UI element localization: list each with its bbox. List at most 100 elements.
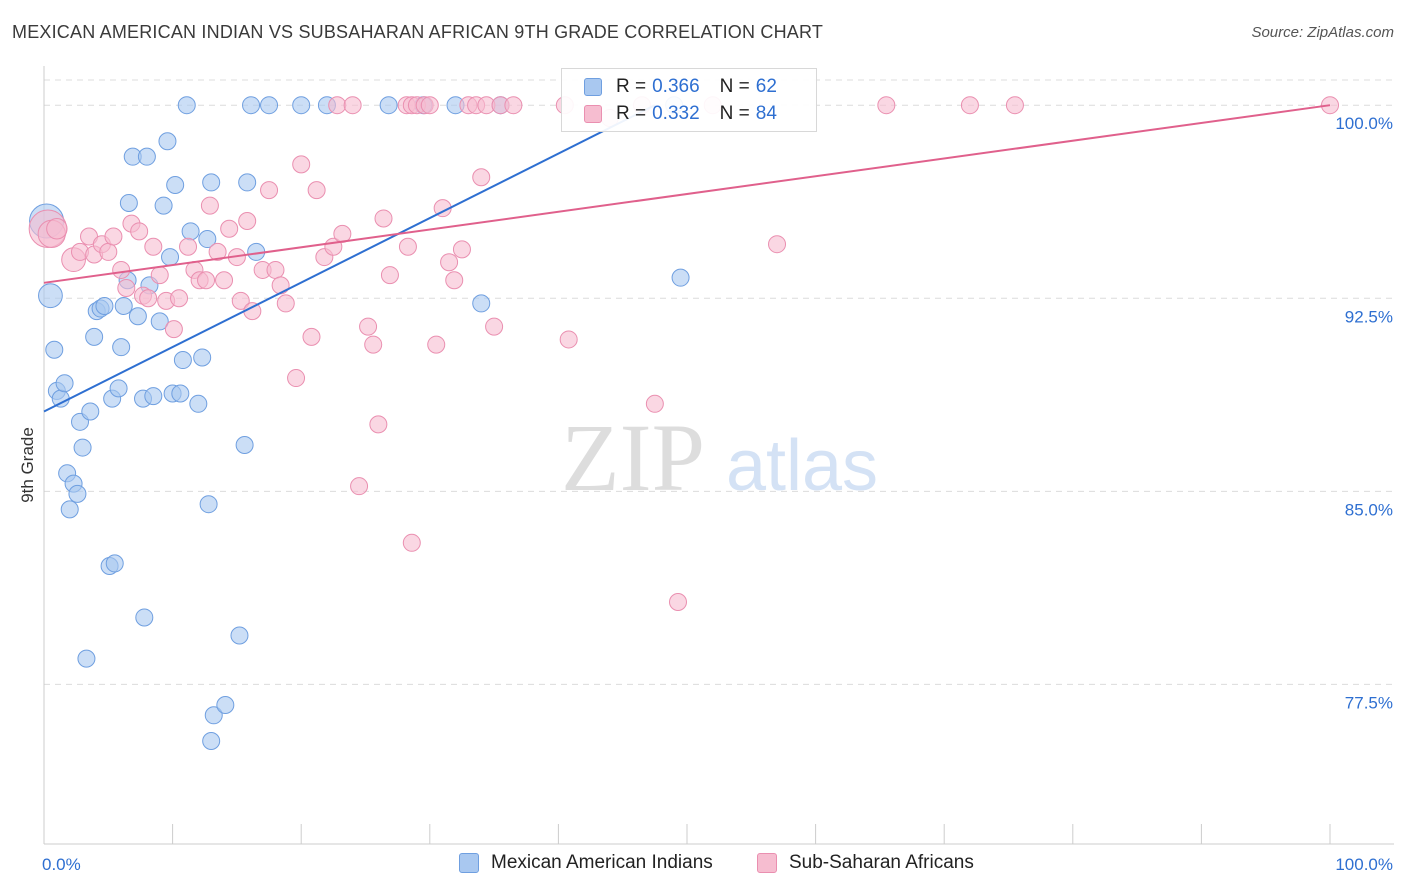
data-point: [559, 330, 578, 349]
data-point: [99, 242, 118, 261]
data-point: [220, 219, 239, 238]
data-point: [68, 484, 87, 503]
data-point: [137, 147, 156, 166]
data-point: [380, 266, 399, 285]
data-point: [472, 294, 491, 313]
data-point: [128, 307, 147, 326]
watermark-zip: ZIP: [561, 404, 705, 511]
legend-swatch-pink: [584, 105, 602, 123]
data-point: [164, 320, 183, 339]
data-point: [398, 237, 417, 256]
data-point: [440, 253, 459, 272]
data-point: [216, 695, 235, 714]
data-point: [105, 554, 124, 573]
data-point: [144, 237, 163, 256]
legend-n-value: 84: [755, 103, 777, 124]
data-point: [199, 495, 218, 514]
data-point: [202, 173, 221, 192]
series-legend: Mexican American Indians Sub-Saharan Afr…: [0, 852, 1406, 878]
data-point: [768, 235, 787, 254]
data-point: [38, 283, 63, 309]
watermark: ZIP atlas: [561, 404, 878, 511]
data-point: [374, 209, 393, 228]
data-point: [671, 268, 690, 287]
data-point: [193, 348, 212, 367]
legend-swatch-blue: [459, 853, 479, 873]
data-point: [144, 387, 163, 406]
data-point: [161, 248, 180, 267]
tick-labels: 77.5% 85.0% 92.5% 100.0% 0.0% 100.0%: [42, 114, 1393, 874]
data-point: [173, 351, 192, 370]
data-point: [150, 266, 169, 285]
data-point: [427, 335, 446, 354]
data-point: [81, 402, 100, 421]
data-point: [343, 96, 362, 115]
data-point: [154, 196, 173, 215]
data-point: [231, 291, 250, 310]
data-point: [292, 155, 311, 174]
data-point: [46, 218, 68, 240]
data-point: [369, 415, 388, 434]
data-point: [171, 384, 190, 403]
trend-line-sub-saharan-africans: [43, 104, 1331, 284]
legend-n-label: N =: [719, 76, 750, 97]
data-point: [402, 533, 421, 552]
data-point: [112, 260, 131, 279]
series-sub-saharan-africans: [28, 96, 1339, 612]
data-point: [60, 500, 79, 519]
legend-r-label: R =: [616, 103, 647, 124]
y-axis-label: 9th Grade: [18, 427, 37, 503]
data-point: [287, 369, 306, 388]
data-point: [114, 296, 133, 315]
legend-r-label: R =: [616, 76, 647, 97]
legend-n-label: N =: [719, 103, 750, 124]
data-point: [1005, 96, 1024, 115]
data-point: [208, 242, 227, 261]
legend-r-value: 0.366: [652, 76, 700, 97]
data-point: [235, 435, 254, 454]
legend-swatch-pink: [757, 853, 777, 873]
data-point: [645, 394, 664, 413]
chart-title: MEXICAN AMERICAN INDIAN VS SUBSAHARAN AF…: [12, 22, 824, 42]
data-point: [307, 181, 326, 200]
data-point: [166, 175, 185, 194]
data-point: [189, 394, 208, 413]
data-point: [181, 222, 200, 241]
data-point: [359, 317, 378, 336]
data-point: [364, 335, 383, 354]
legend-item-mexican-american-indians: Mexican American Indians: [459, 852, 713, 874]
legend-n-value: 62: [755, 76, 777, 97]
data-point: [238, 212, 257, 231]
data-point: [302, 327, 321, 346]
y-tick-label: 100.0%: [1335, 114, 1393, 133]
x-tick-label: 100.0%: [1335, 855, 1393, 874]
data-point: [55, 374, 74, 393]
gridlines: [44, 79, 1394, 685]
data-point: [238, 173, 257, 192]
data-point: [198, 230, 217, 249]
data-point: [135, 608, 154, 627]
data-point: [504, 96, 523, 115]
legend-item-label: Sub-Saharan Africans: [789, 852, 974, 873]
data-point: [877, 96, 896, 115]
legend-swatch-blue: [584, 78, 602, 96]
y-tick-label: 77.5%: [1345, 693, 1393, 712]
data-point: [200, 196, 219, 215]
trend-lines: [43, 104, 1331, 413]
data-point: [420, 96, 439, 115]
data-point: [960, 96, 979, 115]
data-point: [271, 276, 290, 295]
watermark-atlas: atlas: [726, 426, 878, 506]
data-point: [130, 222, 149, 241]
data-point: [119, 194, 138, 213]
data-point: [95, 296, 114, 315]
axes: [43, 66, 1394, 845]
data-point: [51, 389, 70, 408]
y-tick-label: 92.5%: [1345, 307, 1393, 326]
data-point: [197, 271, 216, 290]
legend-item-label: Mexican American Indians: [491, 852, 713, 873]
data-point: [73, 438, 92, 457]
correlation-legend: R = 0.366 N = 62 R = 0.332 N = 84: [561, 68, 817, 132]
data-point: [276, 294, 295, 313]
